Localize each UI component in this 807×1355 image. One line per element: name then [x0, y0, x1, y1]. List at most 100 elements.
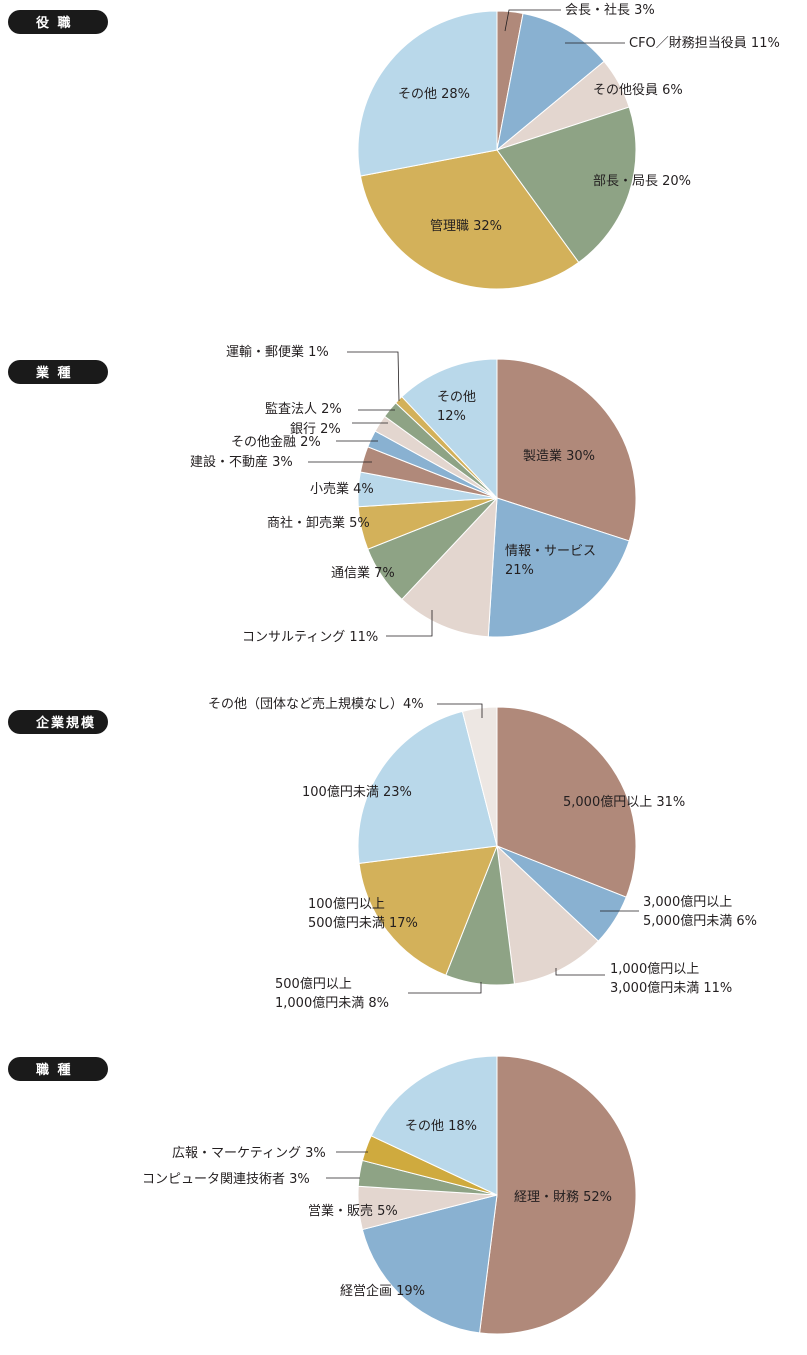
slice-label-line: 運輸・郵便業 1% — [226, 344, 329, 360]
slice-label: 運輸・郵便業 1% — [226, 344, 329, 360]
slice-label-line: 広報・マーケティング 3% — [172, 1146, 326, 1161]
slice-label-line: 5,000億円未満 6% — [643, 913, 757, 929]
slice-label-line: 100億円以上 — [308, 896, 385, 912]
slice-label-line: 管理職 32% — [430, 219, 502, 234]
slice-label-line: 3,000億円以上 — [643, 894, 732, 910]
slice-label: 小売業 4% — [310, 481, 374, 497]
chart-title: 役 職 — [36, 15, 73, 31]
slice-label: CFO／財務担当役員 11% — [629, 36, 780, 51]
leader-line — [504, 9, 561, 32]
pie-slice — [461, 706, 498, 847]
slice-label-line: CFO／財務担当役員 11% — [629, 36, 780, 51]
slice-label: 500億円以上 1,000億円未満 8% — [275, 976, 389, 1011]
pie-slice — [479, 1055, 637, 1335]
pie-slice — [487, 497, 630, 638]
slice-label-line: 500億円未満 17% — [308, 915, 418, 931]
slice-label-line: コンピュータ関連技術者 3% — [142, 1172, 310, 1187]
slice-label-line: その他役員 6% — [593, 83, 683, 98]
pie-slice — [401, 358, 498, 500]
slice-label-line: 1,000億円以上 — [610, 961, 699, 977]
slice-label: 監査法人 2% — [265, 401, 342, 417]
slice-label: 製造業 30% — [523, 448, 595, 464]
slice-label: 3,000億円以上 5,000億円未満 6% — [643, 894, 757, 929]
slice-label: コンピュータ関連技術者 3% — [142, 1172, 310, 1187]
slice-label: その他金融 2% — [231, 434, 321, 450]
slice-label-line: 経営企画 19% — [340, 1283, 425, 1299]
pie-slice — [496, 844, 600, 985]
slice-label-line: 3,000億円未満 11% — [610, 980, 732, 996]
slice-label-line: 製造業 30% — [523, 448, 595, 464]
pie-slice — [357, 10, 498, 177]
slice-label-line: 部長・局長 20% — [593, 174, 691, 189]
pie-slice — [496, 358, 637, 542]
slice-label: 会長・社長 3% — [565, 2, 655, 18]
slice-label-line: 500億円以上 — [275, 976, 352, 992]
slice-label: その他（団体など売上規模なし）4% — [208, 696, 424, 712]
leader-line — [555, 968, 605, 976]
pie-chart-3: 企業規模 5,000億円以上 31% 3,000億円以上 5,000億円未満 6% 1,… — [8, 696, 757, 1011]
leader-line — [408, 982, 482, 994]
slice-label-line: その他 28% — [398, 87, 470, 102]
pie-slice — [496, 12, 605, 152]
slice-label-line: 商社・卸売業 5% — [267, 515, 370, 531]
chart-title-badge: 企業規模 — [8, 710, 108, 734]
pie-slice — [359, 149, 580, 290]
slice-label: 100億円以上 500億円未満 17% — [308, 896, 418, 931]
slice-label-line: 12% — [437, 409, 466, 424]
slice-label: 商社・卸売業 5% — [267, 515, 370, 531]
slice-label-line: その他（団体など売上規模なし）4% — [208, 696, 424, 712]
slice-label: 通信業 7% — [331, 565, 395, 581]
slice-label: その他役員 6% — [593, 83, 683, 98]
slice-label-line: 21% — [505, 563, 534, 578]
slice-label: コンサルティング 11% — [242, 630, 378, 645]
slice-label: 営業・販売 5% — [308, 1203, 398, 1219]
leader-line — [386, 610, 433, 637]
slice-label-line: 営業・販売 5% — [308, 1203, 398, 1219]
slice-label-line: 建設・不動産 3% — [190, 454, 293, 470]
chart-title-badge: 業 種 — [8, 360, 108, 384]
badge-background — [8, 710, 108, 734]
slice-label: その他 12% — [437, 390, 476, 424]
slice-label: その他 28% — [398, 87, 470, 102]
slice-label-line: その他金融 2% — [231, 434, 321, 450]
slice-label: 5,000億円以上 31% — [563, 794, 685, 810]
slice-label: 銀行 2% — [290, 422, 341, 437]
pie-slice — [401, 496, 498, 638]
slice-label-line: 監査法人 2% — [265, 401, 342, 417]
slice-label-line: 情報・サービス — [505, 544, 596, 559]
slice-label: 経営企画 19% — [340, 1283, 425, 1299]
slice-label: その他 18% — [405, 1119, 477, 1134]
leader-line — [437, 703, 483, 718]
pie-slice — [357, 710, 498, 864]
slice-label-line: 100億円未満 23% — [302, 784, 412, 800]
pie-slice — [496, 706, 637, 898]
slice-label-line: 通信業 7% — [331, 565, 395, 581]
leader-line — [347, 351, 400, 402]
slice-label: 情報・サービス 21% — [505, 544, 596, 578]
badge-background — [8, 10, 108, 34]
slice-label: 広報・マーケティング 3% — [172, 1146, 326, 1161]
pie-slice — [370, 1055, 498, 1196]
pie-slice — [358, 845, 498, 976]
slice-label: 1,000億円以上 3,000億円未満 11% — [610, 961, 732, 996]
chart-title: 業 種 — [35, 365, 73, 381]
pie-slice — [496, 106, 637, 264]
chart-title: 職 種 — [36, 1062, 73, 1078]
chart-title: 企業規模 — [35, 715, 96, 731]
pie-slice — [361, 1194, 498, 1334]
slice-label-line: 小売業 4% — [310, 481, 374, 497]
slice-label-line: 経理・財務 52% — [514, 1190, 612, 1205]
slice-label-line: その他 — [437, 390, 476, 405]
pie-chart-4: 職 種経理・財務 52% 経営企画 19% 営業・販売 5% コンピュータ関連技術者 … — [8, 1055, 637, 1335]
slice-label-line: 5,000億円以上 31% — [563, 794, 685, 810]
slice-label-line: コンサルティング 11% — [242, 630, 378, 645]
pie-chart-1: 役 職 会長・社長 3% CFO／財務担当役員 11% その他役員 6% 部長・局長 2… — [8, 2, 780, 290]
slice-label-line: その他 18% — [405, 1119, 477, 1134]
chart-title-badge: 役 職 — [8, 10, 108, 34]
slice-label: 管理職 32% — [430, 219, 502, 234]
slice-label-line: 銀行 2% — [290, 422, 341, 437]
slice-label: 100億円未満 23% — [302, 784, 412, 800]
slice-label: 経理・財務 52% — [514, 1190, 612, 1205]
